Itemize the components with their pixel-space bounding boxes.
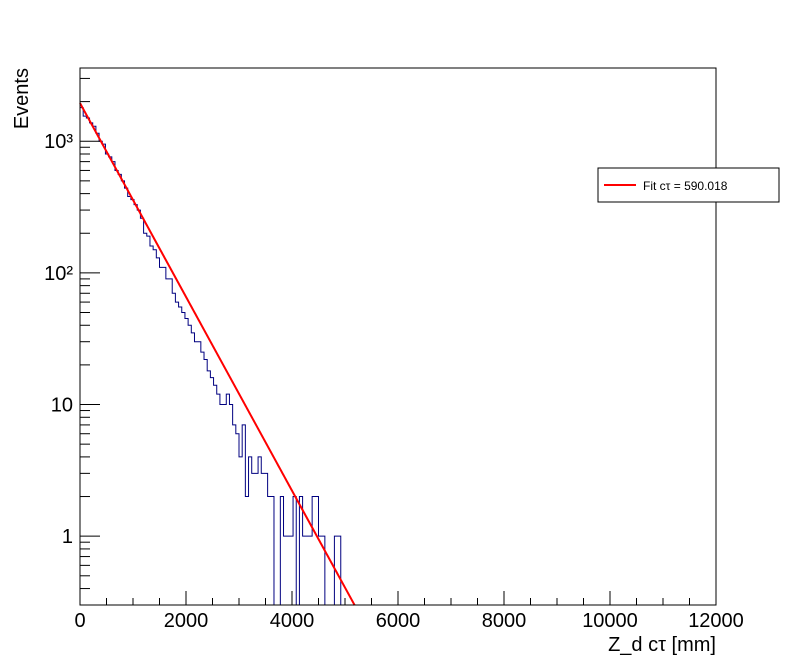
fit-curve xyxy=(79,102,356,606)
legend-fit-label: Fit cτ = 590.018 xyxy=(643,179,728,193)
x-tick-label: 10000 xyxy=(582,610,638,632)
x-tick-label: 0 xyxy=(74,610,85,632)
x-axis-label: Z_d cτ [mm] xyxy=(608,634,716,656)
legend: Fit cτ = 590.018 xyxy=(597,167,780,203)
axes: 0 2000 4000 6000 8000 10000 12000 1 10 10² 10³ xyxy=(44,77,744,632)
y-tick-label: 10² xyxy=(44,263,73,285)
x-tick-label: 8000 xyxy=(482,610,527,632)
x-tick-label: 2000 xyxy=(164,610,209,632)
fit-line xyxy=(79,102,356,606)
plot-frame xyxy=(79,67,717,606)
x-tick-label: 6000 xyxy=(376,610,421,632)
x-tick-label: 12000 xyxy=(688,610,744,632)
x-tick-label: 4000 xyxy=(270,610,315,632)
y-tick-label: 1 xyxy=(62,526,73,548)
y-tick-label: 10³ xyxy=(44,131,73,153)
y-axis-label: Events xyxy=(11,68,33,129)
y-tick-label: 10 xyxy=(51,395,73,417)
